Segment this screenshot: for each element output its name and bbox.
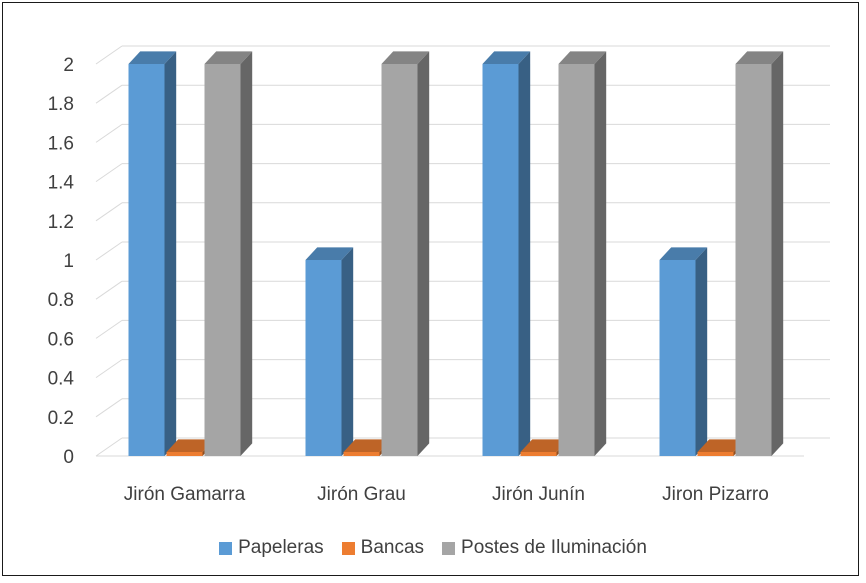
legend-item-papeleras: Papeleras — [219, 537, 324, 559]
bar-bancas-1-top — [343, 439, 392, 452]
bar-papeleras-3-front — [659, 260, 696, 456]
grid-depth-8 — [95, 123, 123, 143]
y-tick-label-4: 0.8 — [48, 290, 74, 311]
bar-postes-de-iluminaci-n-1-side — [417, 51, 430, 457]
legend-swatch-postes — [442, 541, 456, 555]
bar-bancas-1-front — [343, 452, 380, 456]
y-tick-label-8: 1.6 — [48, 133, 74, 154]
bar-postes-de-iluminaci-n-2-top — [558, 51, 607, 64]
y-tick-label-5: 1 — [63, 251, 74, 272]
y-tick-label-1: 0.2 — [48, 408, 74, 429]
x-tick-label-1: Jirón Grau — [317, 484, 406, 505]
grid-depth-3 — [95, 319, 123, 339]
grid-depth-4 — [95, 280, 123, 300]
legend-label-papeleras: Papeleras — [238, 537, 324, 558]
bar-bancas-0-top — [166, 439, 215, 452]
legend-item-postes: Postes de Iluminación — [442, 537, 647, 559]
grid-depth-1 — [95, 398, 123, 418]
bar-postes-de-iluminaci-n-3-top — [735, 51, 784, 64]
legend-label-bancas: Bancas — [360, 537, 425, 558]
bar-postes-de-iluminaci-n-1-front — [381, 64, 418, 456]
y-tick-label-3: 0.6 — [48, 329, 74, 350]
grid-depth-10 — [95, 45, 123, 65]
bar-papeleras-0-top — [128, 51, 177, 64]
bar-papeleras-0-side — [164, 51, 177, 457]
y-tick-label-7: 1.4 — [48, 173, 75, 194]
grid-depth-6 — [95, 202, 123, 222]
grid-depth-5 — [95, 241, 123, 261]
grid-depth-7 — [95, 163, 123, 183]
bar-papeleras-3-top — [659, 247, 708, 260]
x-tick-label-2: Jirón Junín — [492, 484, 585, 505]
legend-label-postes: Postes de Iluminación — [461, 537, 647, 558]
bar-papeleras-1-front — [305, 260, 342, 456]
bar-postes-de-iluminaci-n-2-front — [558, 64, 595, 456]
legend-item-bancas: Bancas — [341, 537, 425, 559]
y-tick-label-6: 1.2 — [48, 212, 74, 233]
bar-papeleras-1-side — [341, 247, 354, 456]
y-tick-label-10: 2 — [63, 55, 74, 76]
bar-postes-de-iluminaci-n-3-front — [735, 64, 772, 456]
legend-swatch-bancas — [341, 541, 355, 555]
bar-bancas-2-top — [520, 439, 569, 452]
y-tick-label-0: 0 — [63, 447, 74, 468]
y-tick-label-9: 1.8 — [48, 94, 74, 115]
bar-bancas-3-front — [697, 452, 734, 456]
x-tick-label-0: Jirón Gamarra — [124, 484, 246, 505]
x-tick-label-3: Jiron Pizarro — [662, 484, 769, 505]
chart-legend: Papeleras Bancas Postes de Iluminación — [0, 533, 866, 563]
bar-papeleras-2-front — [482, 64, 519, 456]
grid-depth-2 — [95, 359, 123, 379]
bar-postes-de-iluminaci-n-2-side — [594, 51, 607, 457]
bar-bancas-3-top — [697, 439, 746, 452]
bar-papeleras-1-top — [305, 247, 354, 260]
bar-papeleras-2-side — [518, 51, 531, 457]
bar-papeleras-3-side — [695, 247, 708, 456]
bar-postes-de-iluminaci-n-0-top — [204, 51, 253, 64]
bar-papeleras-2-top — [482, 51, 531, 64]
bar-postes-de-iluminaci-n-3-side — [771, 51, 784, 457]
legend-swatch-papeleras — [219, 541, 233, 555]
bar-papeleras-0-front — [128, 64, 165, 456]
y-tick-label-2: 0.4 — [48, 369, 75, 390]
bar-postes-de-iluminaci-n-0-side — [240, 51, 253, 457]
bar-bancas-2-front — [520, 452, 557, 456]
grid-depth-9 — [95, 84, 123, 104]
grid-depth-0 — [95, 437, 123, 457]
bar-postes-de-iluminaci-n-1-top — [381, 51, 430, 64]
bar-postes-de-iluminaci-n-0-front — [204, 64, 241, 456]
bar-bancas-0-front — [166, 452, 203, 456]
